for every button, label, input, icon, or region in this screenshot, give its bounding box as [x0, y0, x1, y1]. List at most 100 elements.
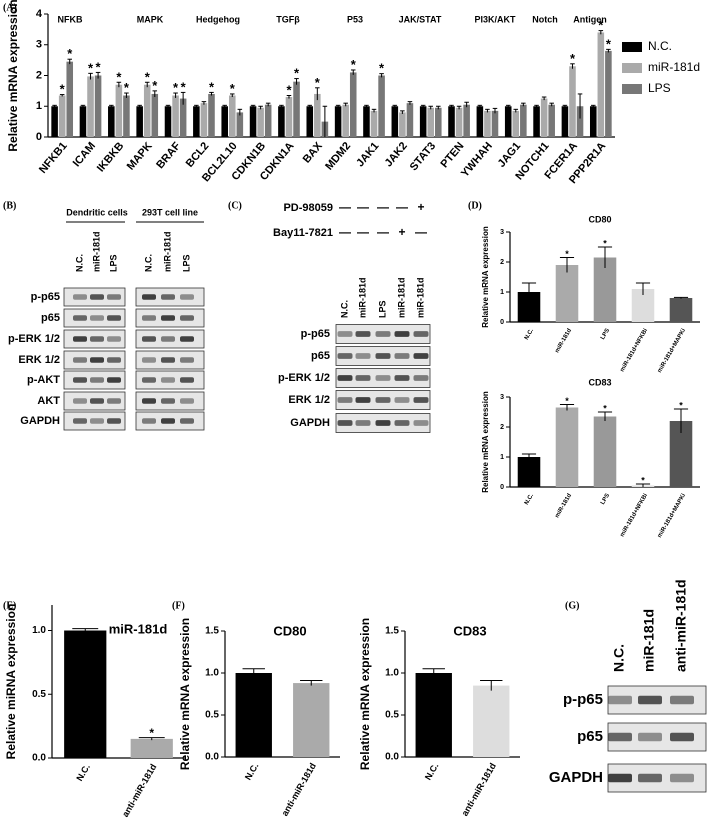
treatment-sign: +	[417, 200, 424, 214]
band	[375, 375, 391, 381]
bar	[208, 93, 215, 137]
bar	[463, 104, 470, 137]
x-tick-label: BAX	[301, 140, 326, 166]
lane-label: miR-181d	[641, 609, 657, 672]
band	[73, 357, 87, 363]
band	[670, 773, 694, 783]
band	[142, 418, 156, 424]
bar	[504, 106, 512, 137]
band	[337, 397, 353, 403]
y-tick-label: 4	[36, 8, 43, 20]
pathway-label: Notch	[532, 14, 558, 24]
bar	[370, 110, 378, 137]
bar	[136, 106, 143, 137]
pathway-label: Hedgehog	[196, 14, 240, 24]
lane-label: LPS	[181, 254, 191, 272]
pathway-label: PI3K/AKT	[474, 14, 516, 24]
x-tick-label: JAK2	[383, 140, 410, 169]
treatment-sign: —	[396, 200, 408, 214]
pathway-label: JAK/STAT	[399, 14, 442, 24]
blot-strip	[63, 308, 126, 328]
x-tick-label: N.C.	[524, 493, 535, 507]
protein-label: ERK 1/2	[288, 394, 330, 406]
band	[161, 294, 175, 300]
band	[142, 315, 156, 321]
bar	[491, 110, 499, 137]
bar	[517, 292, 541, 322]
legend-swatch	[622, 84, 642, 94]
y-tick-label: 0.5	[205, 710, 219, 721]
lane-label: anti-miR-181d	[673, 579, 689, 672]
significance-star: *	[145, 69, 151, 84]
bar	[123, 95, 130, 137]
bar	[561, 106, 569, 137]
panel-label: (E)	[3, 600, 16, 611]
lane-label: N.C.	[611, 644, 627, 672]
band	[107, 418, 121, 424]
band	[670, 695, 694, 705]
bar	[427, 107, 435, 137]
band	[90, 336, 104, 342]
legend-label: miR-181d	[648, 60, 700, 74]
bar	[235, 673, 272, 757]
y-tick-label: 1	[500, 289, 504, 296]
protein-label: p-p65	[563, 691, 603, 708]
bar	[293, 683, 330, 757]
significance-star: *	[149, 726, 154, 740]
blot-strip	[335, 368, 431, 388]
significance-star: *	[598, 18, 604, 33]
bar	[512, 110, 520, 137]
lane-label: miR-181d	[91, 231, 101, 272]
band	[180, 357, 194, 363]
band	[161, 377, 175, 383]
band	[73, 315, 87, 321]
significance-star: *	[641, 476, 645, 486]
treatment-sign: —	[339, 225, 351, 239]
band	[107, 398, 121, 404]
bar	[669, 421, 693, 487]
y-tick-label: 1.0	[205, 668, 219, 679]
bar	[249, 106, 257, 137]
bar	[576, 106, 584, 137]
pathway-label: NFKB	[58, 14, 83, 24]
bar	[597, 32, 605, 138]
bar	[555, 265, 579, 322]
x-tick-label: miR-181d+NFKBi	[619, 328, 649, 374]
y-tick-label: 3	[500, 229, 504, 236]
protein-label: p-ERK 1/2	[8, 333, 60, 345]
band	[90, 418, 104, 424]
x-tick-label: N.C.	[423, 761, 441, 782]
significance-star: *	[209, 79, 215, 94]
band	[413, 420, 429, 426]
x-tick-label: LPS	[600, 493, 611, 506]
band	[394, 331, 410, 337]
significance-star: *	[88, 60, 94, 75]
bar	[87, 76, 94, 137]
x-tick-label: NFKB1	[37, 140, 70, 176]
band	[355, 353, 371, 359]
treatment-sign: +	[398, 225, 405, 239]
y-tick-label: 1.5	[205, 626, 219, 637]
bar	[221, 106, 228, 137]
significance-star: *	[124, 80, 130, 95]
significance-star: *	[565, 249, 569, 259]
y-tick-label: 0	[500, 484, 504, 491]
significance-star: *	[230, 81, 236, 96]
panel-label: (C)	[228, 200, 242, 211]
band	[107, 294, 121, 300]
band	[73, 377, 87, 383]
chart-title: CD83	[453, 623, 486, 638]
y-tick-label: 0.5	[32, 689, 46, 700]
bar	[285, 97, 293, 137]
bar	[314, 93, 321, 137]
x-tick-label: IKBKB	[95, 140, 127, 174]
bar	[569, 66, 576, 137]
band	[180, 315, 194, 321]
legend-swatch	[622, 42, 642, 52]
y-axis-label: Relative mRNA expression	[481, 391, 490, 493]
band	[375, 397, 391, 403]
treatment-sign: —	[415, 225, 427, 239]
y-tick-label: 1.5	[385, 626, 399, 637]
bar	[66, 61, 74, 137]
x-tick-label: anti-miR-181d	[120, 762, 158, 819]
